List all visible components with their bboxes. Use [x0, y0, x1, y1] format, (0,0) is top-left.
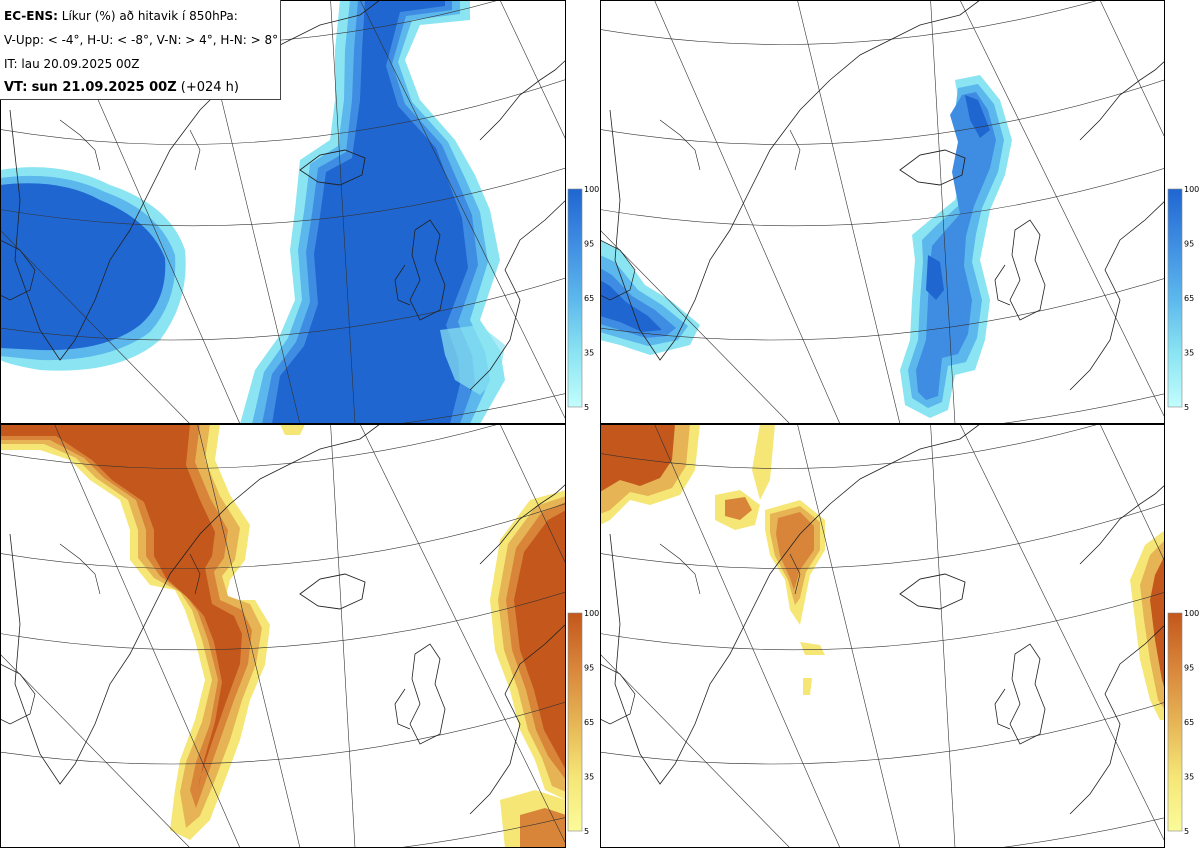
lead-time: (+024 h): [180, 80, 239, 95]
model-label: EC-ENS:: [4, 9, 58, 23]
colorbar-segment: [568, 722, 582, 777]
colorbar-tick-label: 100: [1184, 185, 1199, 194]
colorbar-tick-label: 100: [584, 609, 599, 618]
valid-label: VT:: [4, 80, 28, 95]
colorbar-outline: [567, 188, 583, 408]
colorbar-top-right: 100 95 65 35 5: [1167, 185, 1199, 412]
colorbar-tick-label: 35: [584, 773, 594, 782]
colorbar-tick-label: 65: [584, 294, 594, 303]
colorbar-tick-label: 5: [584, 403, 589, 412]
colorbar-outline: [1167, 188, 1183, 408]
colorbar-segment: [1168, 722, 1182, 777]
colorbar-segment: [1168, 667, 1182, 722]
colorbar-tick-label: 65: [584, 718, 594, 727]
colorbar-tick-label: 100: [1184, 609, 1199, 618]
colorbar-tick-label: 65: [1184, 718, 1194, 727]
colorbar-segment: [1168, 776, 1182, 831]
colorbar-segment: [1168, 189, 1182, 244]
colorbar-top-left: 100 95 65 35 5: [567, 185, 599, 412]
colorbar-bottom-left: 100 95 65 35 5: [567, 609, 599, 836]
colorbar-tick-label: 5: [1184, 403, 1189, 412]
product-description: EC-ENS: Líkur (%) að hitavik í 850hPa:: [4, 4, 280, 28]
colorbar-segment: [1168, 613, 1182, 668]
colorbar-tick-label: 35: [584, 349, 594, 358]
colorbar-tick-label: 100: [584, 185, 599, 194]
valid-time: sun 21.09.2025 00Z: [31, 80, 177, 95]
colorbar-segment: [568, 667, 582, 722]
valid-time-line: VT: sun 21.09.2025 00Z (+024 h): [4, 76, 280, 100]
colorbar-outline: [1167, 612, 1183, 832]
probability-field-cold-extreme: [600, 75, 1012, 418]
panel-top-right-cold-anomaly: [600, 0, 1165, 424]
probability-field-warm-extreme: [600, 424, 1165, 720]
colorbar-segment: [568, 776, 582, 831]
colorbar-tick-label: 5: [584, 827, 589, 836]
colorbar-tick-label: 95: [584, 240, 594, 249]
colorbar-segment: [568, 189, 582, 244]
colorbar-tick-label: 95: [1184, 240, 1194, 249]
colorbar-segment: [1168, 298, 1182, 353]
panel-top-left-cold-anomaly: [0, 0, 566, 424]
colorbar-segment: [568, 243, 582, 298]
colorbar-tick-label: 35: [1184, 349, 1194, 358]
colorbar-segment: [568, 613, 582, 668]
colorbar-segment: [1168, 352, 1182, 407]
colorbar-tick-label: 5: [1184, 827, 1189, 836]
colorbar-segment: [568, 298, 582, 353]
colorbar-tick-label: 95: [584, 664, 594, 673]
colorbar-tick-label: 95: [1184, 664, 1194, 673]
panel-borders: [0, 0, 1165, 848]
description-text: Líkur (%) að hitavik í 850hPa:: [61, 9, 238, 23]
colorbar-tick-label: 35: [1184, 773, 1194, 782]
initial-time: IT: lau 20.09.2025 00Z: [4, 57, 140, 71]
panel-bottom-right-warm-anomaly: [600, 424, 1165, 848]
threshold-legend: V-Upp: < -4°, H-U: < -8°, V-N: > 4°, H-N…: [4, 33, 279, 47]
colorbar-segment: [1168, 243, 1182, 298]
colorbar-bottom-right: 100 95 65 35 5: [1167, 609, 1199, 836]
colorbar-tick-label: 65: [1184, 294, 1194, 303]
panel-bottom-left-warm-anomaly: [0, 424, 566, 848]
map-info-box: EC-ENS: Líkur (%) að hitavik í 850hPa: V…: [0, 0, 281, 100]
colorbar-outline: [567, 612, 583, 832]
probability-field-warm-strong: [0, 424, 566, 848]
colorbar-segment: [568, 352, 582, 407]
